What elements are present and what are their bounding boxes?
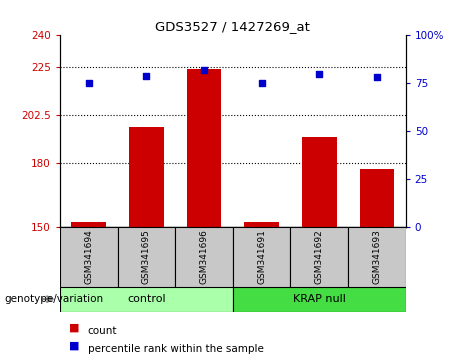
Text: GSM341695: GSM341695 bbox=[142, 229, 151, 284]
Bar bbox=[290, 227, 348, 287]
Bar bbox=[233, 227, 290, 287]
Bar bbox=[244, 222, 279, 227]
Text: GSM341692: GSM341692 bbox=[315, 229, 324, 284]
Bar bbox=[302, 137, 337, 227]
Bar bbox=[60, 287, 233, 312]
Bar bbox=[60, 227, 118, 287]
Bar bbox=[175, 227, 233, 287]
Text: GSM341696: GSM341696 bbox=[200, 229, 208, 284]
Text: GSM341691: GSM341691 bbox=[257, 229, 266, 284]
Bar bbox=[129, 127, 164, 227]
Text: ■: ■ bbox=[69, 322, 80, 332]
Point bbox=[200, 67, 207, 73]
Bar bbox=[348, 227, 406, 287]
Bar bbox=[118, 227, 175, 287]
Text: count: count bbox=[88, 326, 117, 336]
Bar bbox=[360, 169, 394, 227]
Text: GSM341694: GSM341694 bbox=[84, 229, 93, 284]
Title: GDS3527 / 1427269_at: GDS3527 / 1427269_at bbox=[155, 20, 310, 33]
Text: control: control bbox=[127, 294, 165, 304]
Point bbox=[258, 80, 266, 86]
Point bbox=[85, 80, 92, 86]
Point bbox=[142, 73, 150, 78]
Bar bbox=[187, 69, 221, 227]
Text: percentile rank within the sample: percentile rank within the sample bbox=[88, 344, 264, 354]
Text: KRAP null: KRAP null bbox=[293, 294, 346, 304]
Point bbox=[373, 75, 381, 80]
Text: genotype/variation: genotype/variation bbox=[5, 294, 104, 304]
Point bbox=[315, 71, 323, 76]
Bar bbox=[233, 287, 406, 312]
Text: GSM341693: GSM341693 bbox=[372, 229, 381, 284]
Bar bbox=[71, 222, 106, 227]
Text: ■: ■ bbox=[69, 340, 80, 350]
